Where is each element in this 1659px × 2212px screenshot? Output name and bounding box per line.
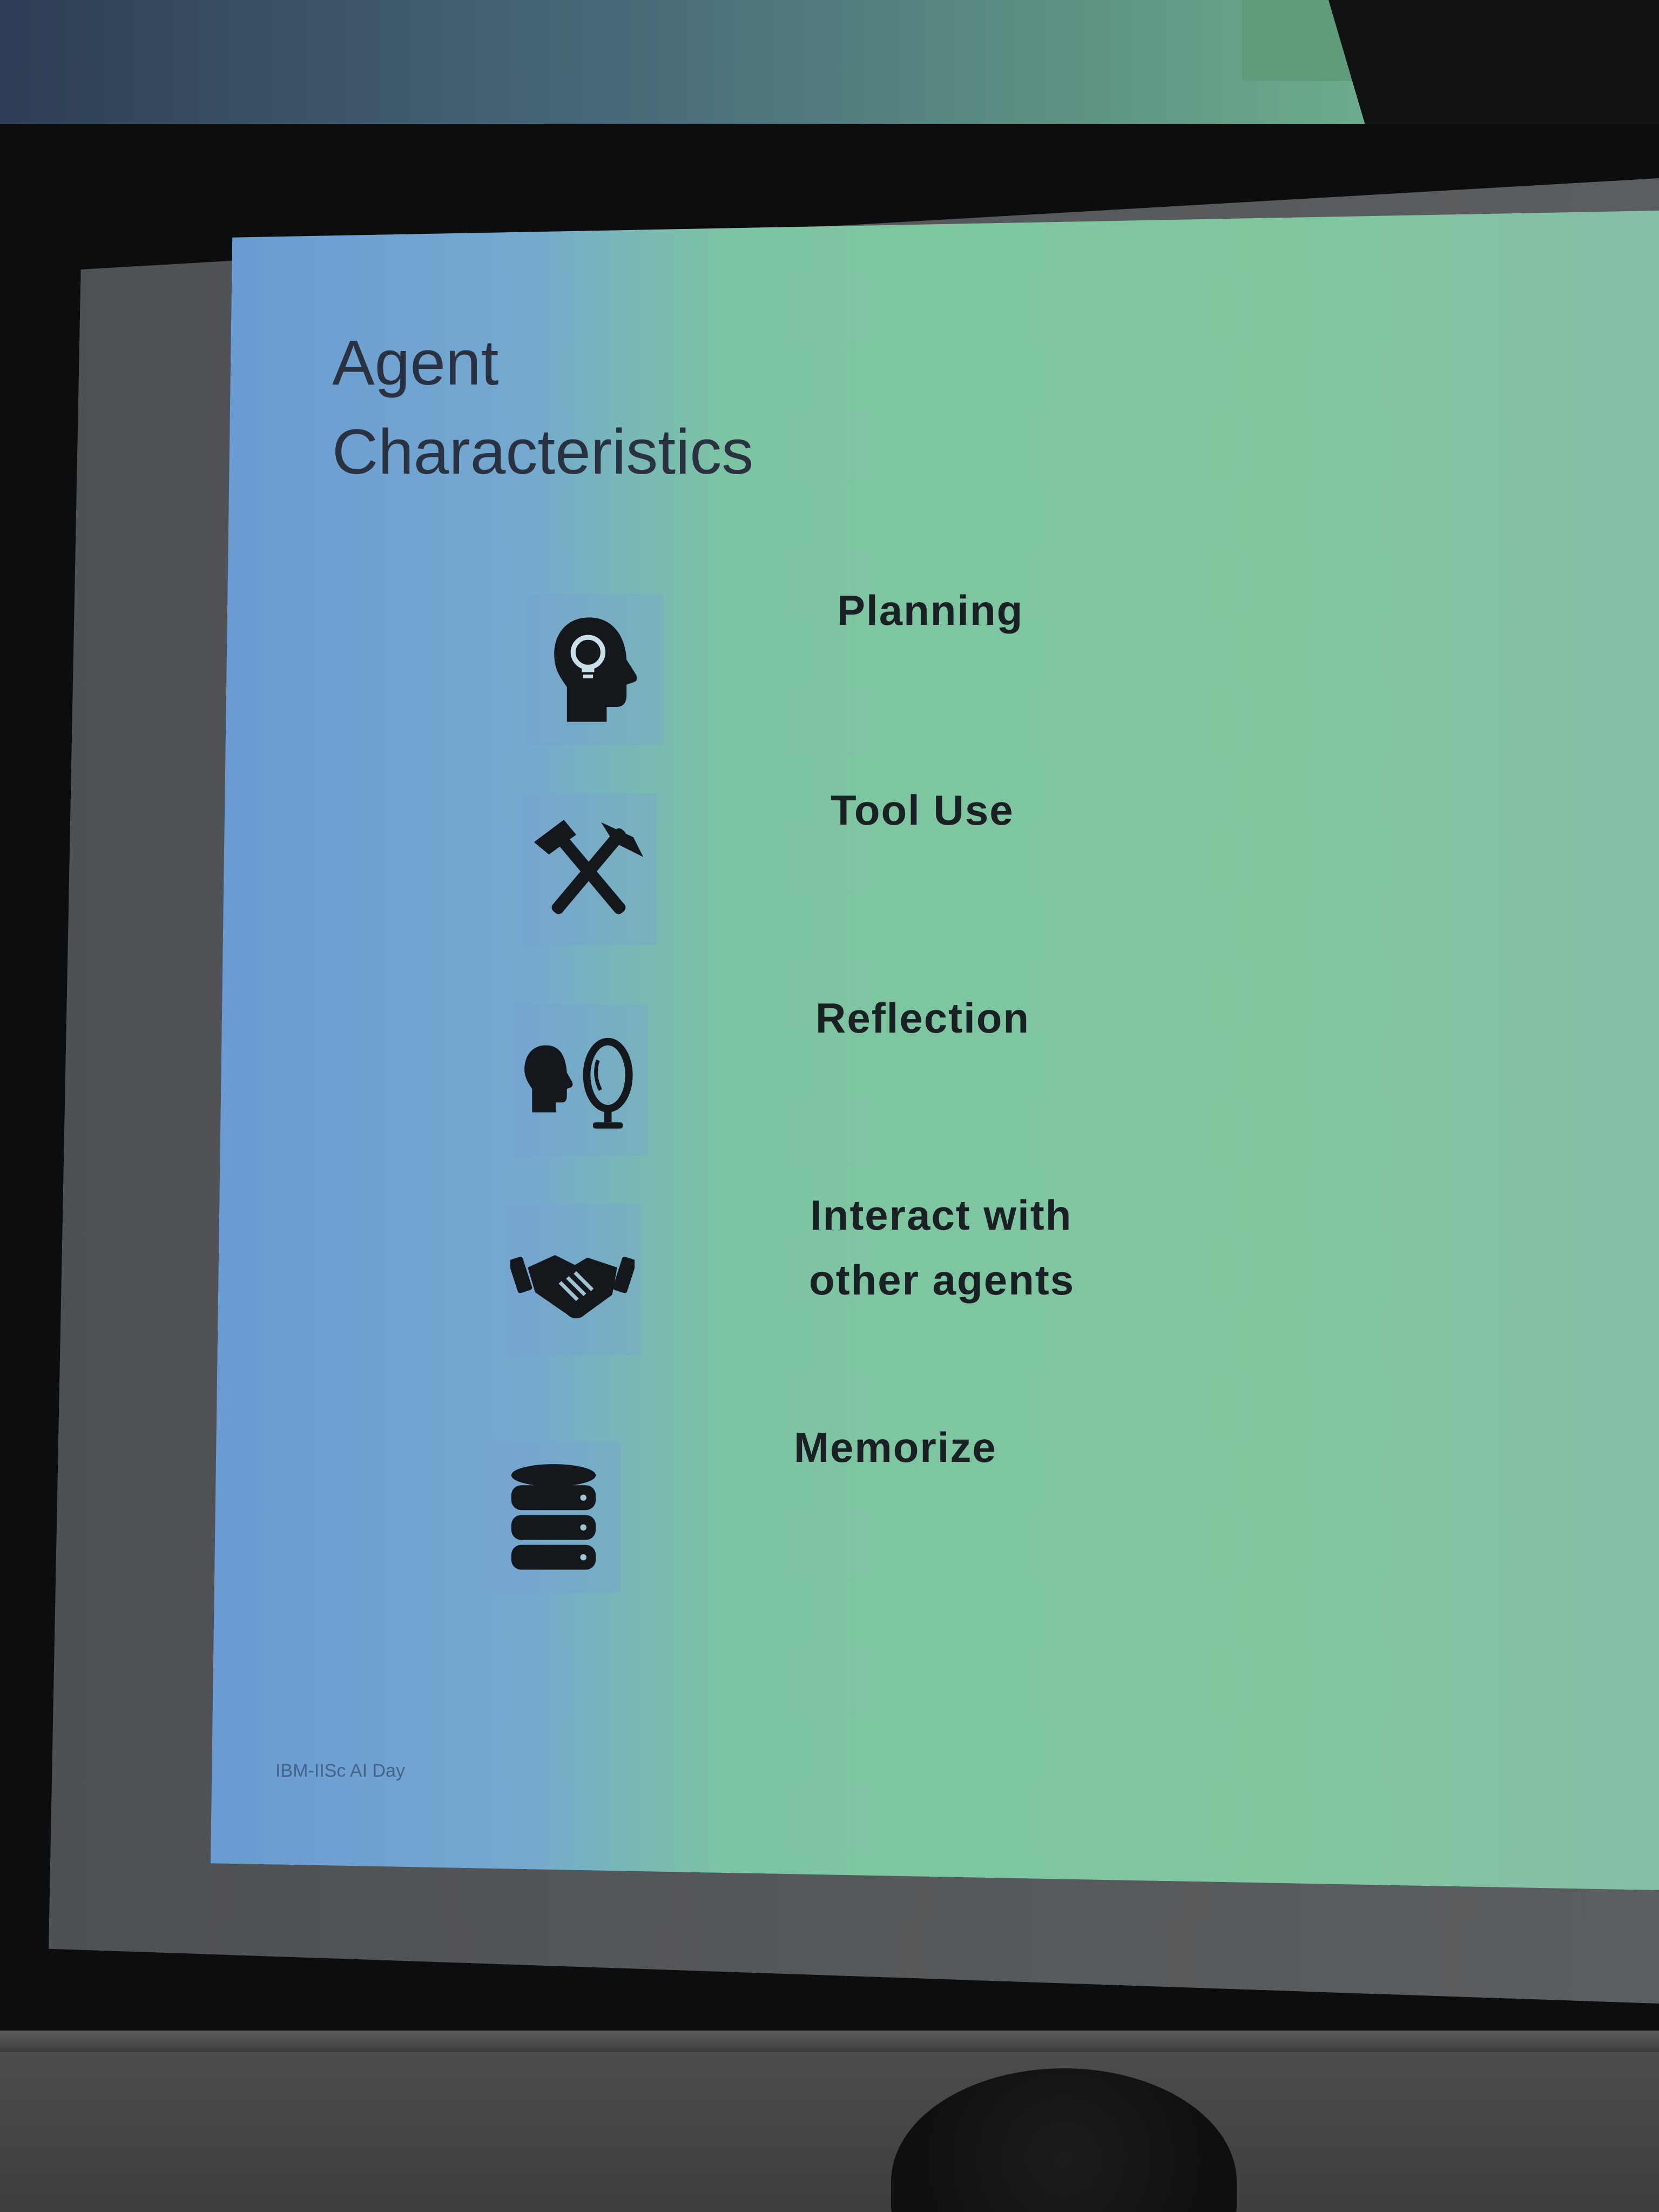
handshake-icon [510,1255,635,1319]
item-label-reflection: Reflection [815,994,1030,1042]
interact-icon-box [505,1204,640,1355]
slide-footer: IBM-IISc AI Day [275,1761,405,1781]
head-mirror-icon [524,1037,633,1129]
wall [0,2052,1659,2212]
planning-icon-box [529,594,664,745]
slide-title-line-2: Characteristics [332,416,754,488]
head-lightbulb-icon [554,617,637,722]
item-label-memorize: Memorize [794,1424,997,1471]
item-label-planning: Planning [837,586,1024,634]
item-label-interact-line-2: other agents [809,1256,1075,1304]
slide-title: Agent Characteristics [332,319,926,497]
item-label-tool-use: Tool Use [831,786,1014,834]
tool-use-icon-box [521,794,656,945]
slide: Agent Characteristics Planning Tool Use [211,211,1659,1890]
memorize-icon-box [486,1442,621,1593]
database-icon [511,1464,596,1570]
screen-rail [0,2031,1659,2052]
crossed-hammers-icon [534,820,644,914]
item-label-interact-line-1: Interact with [810,1191,1073,1239]
ceiling-shadow [1328,0,1659,135]
reflection-icon-box [513,1004,648,1156]
slide-title-line-1: Agent [332,327,499,399]
